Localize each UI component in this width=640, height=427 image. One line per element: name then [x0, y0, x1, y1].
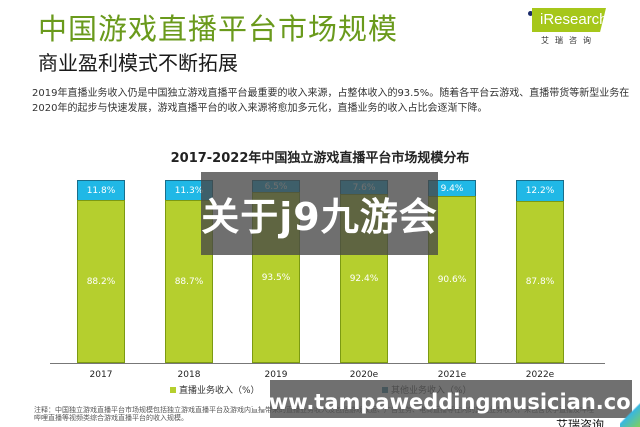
watermark-banner-text: 关于j9九游会 [201, 195, 438, 239]
logo-cn-text: 艾瑞咨询 [541, 36, 597, 45]
bar-2022e: 12.2% 87.8% [516, 180, 564, 363]
logo-badge: iResearch [532, 8, 606, 32]
x-axis-line [50, 363, 605, 364]
bar-2017: 11.8% 88.2% [77, 180, 125, 363]
x-tick-label: 2020e [349, 370, 379, 380]
bar-2021e: 9.4% 90.6% [428, 180, 476, 363]
corner-accent-decoration [620, 402, 640, 427]
footnote-line-2: 哔哩直播等视频类综合游戏直播平台的收入规模。 [34, 414, 188, 422]
x-tick-label: 2019 [264, 370, 288, 380]
x-tick-label: 2017 [89, 370, 113, 380]
bar-segment-live: 87.8% [516, 201, 564, 363]
description-text: 2019年直播业务收入仍是中国独立游戏直播平台最重要的收入来源，占整体收入的93… [32, 88, 630, 114]
bar-segment-live: 90.6% [428, 196, 476, 363]
page-subtitle: 商业盈利模式不断拓展 [38, 51, 238, 75]
watermark-url-text: www.tampaweddingmusician.com [249, 390, 640, 414]
page-title: 中国游戏直播平台市场规模 [38, 12, 399, 46]
stacked-bar-chart: 11.8% 88.2% 11.3% 88.7% 6.5% 93.5% 7.6% … [50, 170, 610, 390]
x-tick-label: 2021e [437, 370, 467, 380]
iresearch-logo: iResearch 艾瑞咨询 [528, 8, 608, 45]
legend-item-live: 直播业务收入（%） [170, 383, 260, 396]
logo-dot-icon [528, 11, 533, 16]
corner-brand-text: 艾瑞咨询 [556, 418, 605, 427]
legend-swatch-green-icon [170, 386, 176, 393]
bar-segment-other: 12.2% [516, 180, 564, 201]
watermark-banner: 关于j9九游会 [201, 172, 438, 255]
x-tick-label: 2018 [177, 370, 201, 380]
watermark-url: www.tampaweddingmusician.com [249, 380, 640, 418]
x-tick-label: 2022e [525, 370, 555, 380]
bar-segment-other: 11.8% [77, 180, 125, 200]
bar-segment-live: 88.2% [77, 200, 125, 363]
legend-label: 直播业务收入（%） [179, 386, 260, 396]
chart-title: 2017-2022年中国独立游戏直播平台市场规模分布 [170, 151, 470, 166]
